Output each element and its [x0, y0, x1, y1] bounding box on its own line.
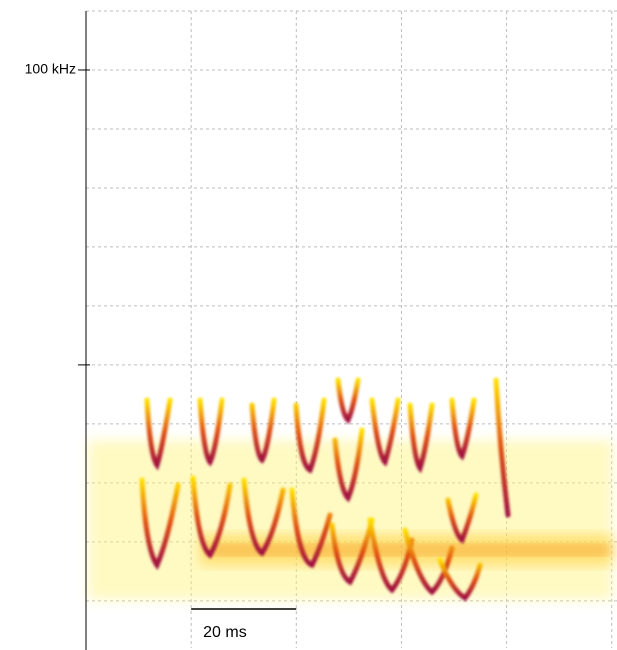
scale-bar-label: 20 ms [203, 624, 247, 641]
axis-layer: 100 kHz 20 ms [25, 61, 297, 641]
spectrogram-image [88, 377, 613, 602]
y-tick-label: 100 kHz [25, 61, 76, 77]
